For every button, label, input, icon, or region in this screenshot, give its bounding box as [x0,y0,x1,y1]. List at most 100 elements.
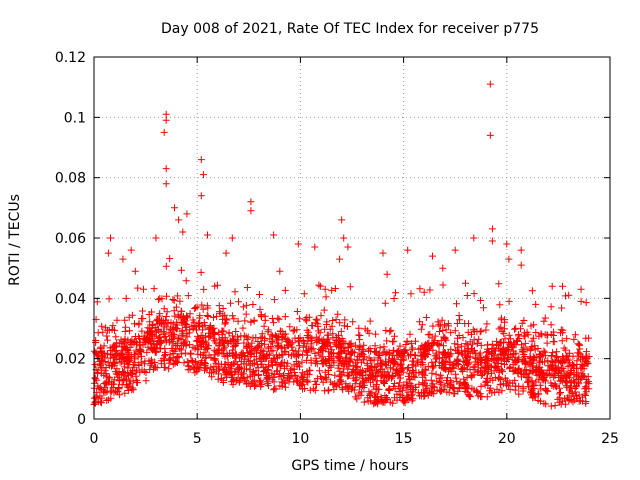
data-point [324,387,332,395]
data-point [379,349,387,357]
data-point [500,325,508,333]
data-point [431,332,439,340]
data-point [420,392,428,400]
data-point [558,359,566,367]
data-point [248,371,256,379]
data-point [264,382,272,390]
data-point [150,285,158,293]
data-point [511,386,519,394]
data-point [577,297,585,305]
data-point [510,367,518,375]
data-point [504,343,512,351]
data-point [346,341,354,349]
data-point [128,370,136,378]
data-point [203,312,211,319]
data-point [420,288,428,296]
data-point [312,333,320,341]
data-point [351,341,359,349]
data-point [557,329,564,337]
data-point [439,281,447,289]
data-point [524,331,532,339]
data-point [239,303,247,311]
data-point [430,390,438,398]
data-point [143,335,151,343]
data-point [497,314,505,322]
data-point [569,398,577,406]
data-point [362,368,370,376]
data-point [499,380,507,388]
data-point [250,317,258,325]
data-point [219,345,227,353]
data-point [140,367,148,375]
data-point [197,268,205,276]
data-point [132,346,140,354]
data-point [231,288,239,296]
data-point [378,359,386,367]
data-point [245,341,252,349]
data-point [408,346,416,354]
data-point [519,347,527,355]
data-point [178,330,186,338]
data-point [128,336,136,344]
data-point [221,344,229,352]
y-tick-label: 0.12 [55,50,86,66]
data-point [98,386,106,394]
data-point [578,360,586,368]
data-point [104,336,111,344]
data-point [390,380,398,387]
data-point [148,308,156,316]
data-point [242,301,250,309]
data-point [205,351,213,359]
data-point [157,317,165,325]
data-point [197,339,205,346]
data-point [544,357,552,365]
data-point [257,377,265,385]
data-point [410,357,417,365]
data-point [332,316,340,324]
data-point [583,348,590,356]
data-point [170,331,178,339]
data-point [234,317,242,325]
data-point [391,332,398,340]
data-point [453,320,461,327]
data-point [435,321,443,329]
data-point [240,339,248,347]
data-point [409,395,417,403]
data-point [360,347,368,355]
data-point [241,317,249,325]
data-point [182,320,190,328]
data-point [436,322,444,330]
data-point [391,385,399,393]
data-point [206,323,214,331]
data-point [427,384,435,392]
data-point [528,343,536,350]
data-point [495,374,503,382]
data-point [229,381,237,389]
data-point [131,267,139,275]
data-point [585,380,593,388]
data-point [142,377,150,385]
data-point [235,298,242,306]
data-point [540,317,548,325]
data-point [561,372,569,379]
data-point [539,370,547,378]
data-point [562,346,570,354]
data-point [301,315,309,323]
data-point [289,346,297,354]
data-point [254,338,262,345]
data-point [408,367,416,375]
data-point [270,378,278,386]
data-point [524,378,532,386]
data-point [567,379,575,387]
data-point [160,364,168,371]
data-point [553,348,561,356]
data-point [227,299,234,307]
data-point [186,341,194,349]
data-point [260,322,268,330]
data-point [515,382,523,390]
data-point [198,301,206,309]
data-point [518,346,526,354]
data-point [339,386,347,394]
data-point [156,333,163,341]
x-tick-label: 10 [291,431,309,447]
